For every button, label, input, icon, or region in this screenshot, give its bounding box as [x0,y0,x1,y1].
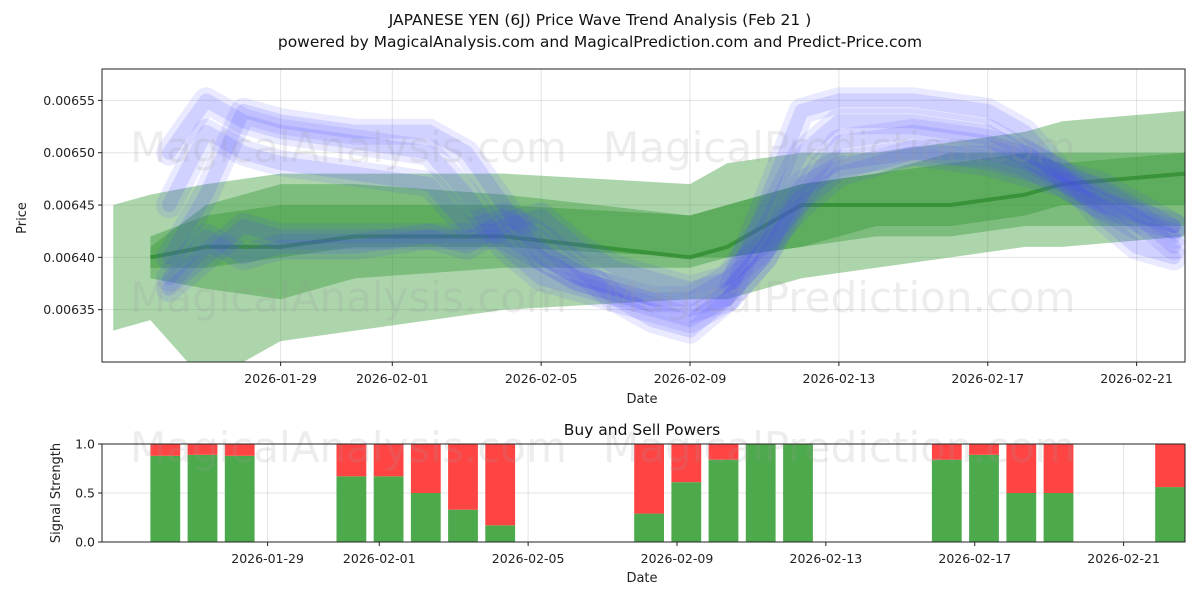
signal-chart-title: Buy and Sell Powers [564,421,721,439]
buy-bar [745,444,776,542]
price-chart-frame [101,68,1186,363]
signal-bars [150,444,1185,542]
buy-bar [410,493,441,542]
buy-bar [448,509,478,542]
buy-bar [150,455,181,542]
sell-bar [1043,444,1074,493]
green-center-line [150,171,1185,260]
buy-bar [336,476,367,542]
signal-y-tick-label: 1.0 [75,437,95,452]
signal-x-tick-label: 2026-02-21 [1087,551,1160,566]
blue-wave-outer-wave-4 [156,97,1185,313]
price-x-tick-label: 2026-02-13 [803,371,876,386]
price-chart-panel: MagicalAnalysis.com MagicalPrediction.co… [15,68,1186,407]
buy-bar [1043,493,1074,542]
price-x-tick-label: 2026-02-09 [654,371,727,386]
buy-bar [1006,493,1037,542]
signal-x-ticks: 2026-01-29 2026-02-01 2026-02-05 2026-02-09… [231,542,1160,566]
price-y-tick-label: 0.00640 [43,250,95,265]
price-chart-grid [102,69,1185,362]
sell-bar [373,444,404,477]
sell-bar [1006,444,1037,493]
signal-x-tick-label: 2026-02-13 [790,551,863,566]
watermark-6: MagicalPrediction.com [603,423,1076,472]
buy-bar [671,482,702,542]
blue-wave-outer-wave-2 [156,87,1185,334]
price-chart-watermarks: MagicalAnalysis.com MagicalPrediction.co… [130,123,1076,322]
sell-bar [485,444,516,526]
sell-bar [336,444,367,477]
sell-bar [931,444,962,460]
buy-bar [969,454,999,542]
price-x-tick-label: 2026-02-17 [951,371,1024,386]
sell-bar [448,444,478,510]
buy-bar [224,455,255,542]
blue-wave-inner-wave-5 [162,145,1181,296]
buy-bar [634,513,664,542]
price-y-tick-label: 0.00645 [43,198,95,213]
sell-bar [224,444,255,456]
sell-bar [150,444,181,456]
signal-chart-watermarks: MagicalAnalysis.com MagicalPrediction.co… [130,423,1076,472]
blue-wave-inner-wave-4 [162,103,1181,307]
blue-wave-outer-wave-1 [156,118,1185,323]
signal-x-tick-label: 2026-02-05 [492,551,565,566]
buy-bar [783,444,813,542]
sell-bar [1155,444,1185,488]
price-x-tick-label: 2026-01-29 [244,371,317,386]
sell-bar [708,444,739,460]
chart-title: JAPANESE YEN (6J) Price Wave Trend Analy… [388,11,812,29]
signal-y-tick-label: 0.5 [75,486,95,501]
price-y-tick-label: 0.00635 [43,302,95,317]
signal-x-tick-label: 2026-02-09 [641,551,714,566]
watermark-5: MagicalAnalysis.com [130,423,567,472]
sell-bar [187,444,218,455]
price-x-tick-label: 2026-02-01 [356,371,429,386]
signal-x-tick-label: 2026-02-17 [938,551,1011,566]
blue-wave-outer-wave-5 [156,139,1185,302]
signal-x-axis-label: Date [626,571,657,586]
green-band-outer-band [113,110,1185,362]
buy-bar [485,525,516,542]
signal-x-tick-label: 2026-01-29 [231,551,304,566]
signal-y-tick-label: 0.0 [75,535,95,550]
blue-wave-lines [156,87,1185,344]
sell-bar [634,444,664,514]
price-y-tick-label: 0.00655 [43,93,95,108]
sell-bar [671,444,702,483]
blue-wave-inner-wave-1 [162,124,1181,317]
price-x-tick-label: 2026-02-21 [1100,371,1173,386]
watermark-3: MagicalAnalysis.com [130,273,567,322]
watermark-1: MagicalAnalysis.com [130,123,567,172]
blue-wave-outer-wave-3 [156,118,1185,344]
watermark-4: MagicalPrediction.com [603,273,1076,322]
signal-y-ticks: 0.0 0.5 1.0 [75,437,102,550]
sell-bar [410,444,441,493]
signal-y-axis-label: Signal Strength [49,443,64,543]
price-y-ticks: 0.00635 0.00640 0.00645 0.00650 0.00655 [43,93,102,317]
price-x-tick-label: 2026-02-05 [505,371,578,386]
price-y-tick-label: 0.00650 [43,145,95,160]
price-x-axis-label: Date [626,392,657,407]
green-trend-bands [113,110,1185,362]
blue-wave-inner-wave-2 [162,93,1181,328]
buy-bar [1155,487,1185,542]
buy-bar [931,459,962,542]
price-y-axis-label: Price [15,202,30,234]
buy-bar [373,476,404,542]
price-x-ticks: 2026-01-29 2026-02-01 2026-02-05 2026-02-09… [244,362,1173,386]
buy-bar [708,459,739,542]
green-band-middle-band [150,152,1185,300]
blue-wave-inner-wave-3 [162,124,1181,338]
chart-subtitle: powered by MagicalAnalysis.com and Magic… [278,33,922,51]
watermark-2: MagicalPrediction.com [603,123,1076,172]
signal-chart-panel: Buy and Sell Powers MagicalAnalysis.com … [49,421,1186,586]
signal-x-tick-label: 2026-02-01 [343,551,416,566]
green-band-inner-band [150,152,1185,268]
buy-bar [187,454,218,542]
sell-bar [969,444,999,455]
